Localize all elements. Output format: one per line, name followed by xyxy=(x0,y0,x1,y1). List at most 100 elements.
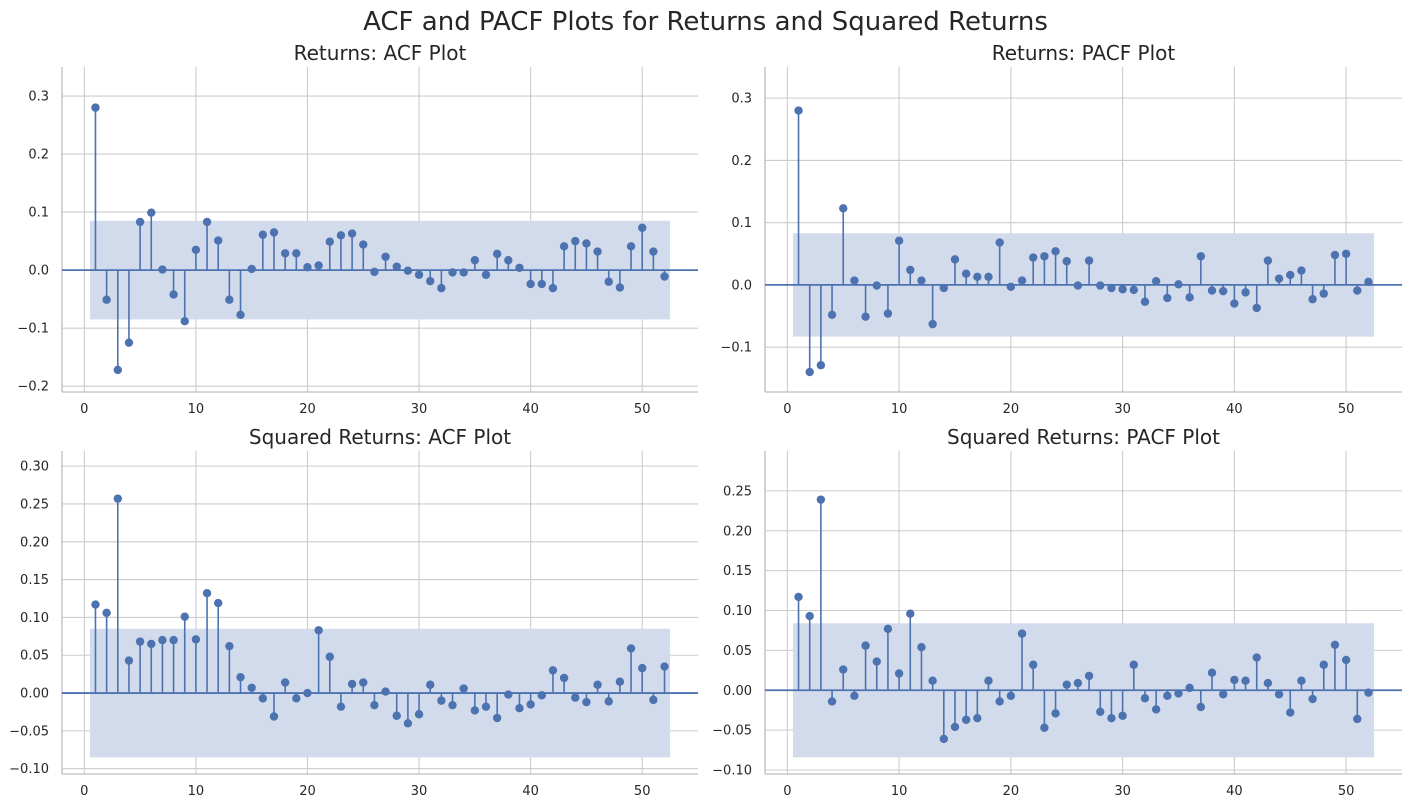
stem-marker-lag-42 xyxy=(548,283,558,293)
stem-marker-lag-10 xyxy=(191,245,201,255)
stem-marker-lag-26 xyxy=(370,267,379,277)
stem-marker-lag-14 xyxy=(939,734,949,744)
stem-marker-lag-35 xyxy=(1174,280,1183,289)
stem-marker-lag-30 xyxy=(1118,711,1127,720)
stem-marker-lag-20 xyxy=(303,263,312,272)
stem-marker-lag-28 xyxy=(392,262,401,271)
y-tick-label: 0.1 xyxy=(28,206,49,221)
stem-marker-lag-48 xyxy=(615,677,625,686)
x-tick-label: 30 xyxy=(411,402,428,417)
y-tick-label: 0.25 xyxy=(723,484,752,499)
stem-marker-lag-38 xyxy=(1207,286,1217,295)
stem-marker-lag-29 xyxy=(403,266,413,275)
stem-marker-lag-11 xyxy=(202,217,212,227)
stem-marker-lag-6 xyxy=(850,691,859,701)
stem-marker-lag-52 xyxy=(660,272,669,281)
y-tick-label: −0.10 xyxy=(712,764,752,779)
stem-marker-lag-12 xyxy=(917,642,926,652)
stem-marker-lag-24 xyxy=(347,229,357,238)
stem-marker-lag-8 xyxy=(169,635,178,645)
stem-marker-lag-49 xyxy=(626,644,636,653)
stem-marker-lag-4 xyxy=(124,656,134,665)
stem-marker-lag-18 xyxy=(984,272,993,282)
stem-marker-lag-28 xyxy=(1096,707,1105,716)
stem-marker-lag-33 xyxy=(1151,705,1161,714)
stem-marker-lag-41 xyxy=(537,691,546,700)
figure-title: ACF and PACF Plots for Returns and Squar… xyxy=(363,7,1048,37)
stem-marker-lag-34 xyxy=(459,268,468,277)
stem-marker-lag-33 xyxy=(448,700,457,710)
stem-marker-lag-50 xyxy=(638,223,647,232)
x-tick-label: 30 xyxy=(1114,784,1131,799)
stem-marker-lag-30 xyxy=(1118,285,1127,294)
stem-marker-lag-4 xyxy=(827,310,837,319)
stem-marker-lag-39 xyxy=(515,263,524,273)
stem-marker-lag-16 xyxy=(258,694,268,703)
stem-marker-lag-46 xyxy=(593,247,602,256)
x-tick-label: 20 xyxy=(1003,784,1020,799)
stem-marker-lag-21 xyxy=(314,626,323,635)
stem-marker-lag-9 xyxy=(883,624,893,634)
x-tick-label: 50 xyxy=(1338,784,1355,799)
stem-marker-lag-6 xyxy=(850,276,859,285)
stem-marker-lag-33 xyxy=(448,268,457,277)
stem-marker-lag-9 xyxy=(180,612,189,621)
panel-title: Returns: ACF Plot xyxy=(294,41,467,65)
stem-marker-lag-36 xyxy=(481,702,491,711)
stem-marker-lag-13 xyxy=(928,676,937,685)
stem-marker-lag-26 xyxy=(1073,281,1083,290)
y-tick-label: 0.2 xyxy=(731,154,752,169)
stem-marker-lag-3 xyxy=(113,494,122,503)
stem-marker-lag-31 xyxy=(1129,660,1138,669)
stem-marker-lag-32 xyxy=(1140,694,1150,703)
stem-marker-lag-16 xyxy=(258,230,268,239)
stem-marker-lag-43 xyxy=(559,242,569,251)
stem-marker-lag-50 xyxy=(1341,249,1351,258)
stem-marker-lag-50 xyxy=(1341,655,1351,665)
stem-marker-lag-21 xyxy=(1017,276,1027,285)
y-tick-label: −0.10 xyxy=(9,762,49,777)
stem-marker-lag-13 xyxy=(928,319,937,329)
stem-marker-lag-28 xyxy=(1096,281,1105,290)
stem-marker-lag-42 xyxy=(1252,303,1261,313)
stem-marker-lag-47 xyxy=(604,697,613,706)
stem-marker-lag-41 xyxy=(1241,676,1250,685)
stem-marker-lag-9 xyxy=(883,309,893,318)
x-tick-label: 10 xyxy=(188,784,205,799)
stem-marker-lag-27 xyxy=(1084,671,1094,681)
stem-marker-lag-38 xyxy=(504,256,513,265)
stem-marker-lag-26 xyxy=(370,700,379,710)
y-tick-label: 0.0 xyxy=(28,264,49,279)
y-tick-label: 0.2 xyxy=(28,148,49,163)
stem-marker-lag-5 xyxy=(135,217,145,227)
stem-marker-lag-22 xyxy=(325,652,334,661)
stem-marker-lag-27 xyxy=(381,252,390,261)
x-tick-label: 10 xyxy=(891,784,908,799)
y-tick-label: 0.25 xyxy=(20,497,49,512)
stem-marker-lag-25 xyxy=(359,678,368,687)
stem-marker-lag-23 xyxy=(336,702,346,711)
stem-marker-lag-11 xyxy=(906,265,915,275)
y-tick-label: −0.05 xyxy=(9,724,49,739)
stem-marker-lag-27 xyxy=(381,687,390,696)
x-tick-label: 50 xyxy=(634,402,651,417)
stem-marker-lag-9 xyxy=(180,316,189,326)
stem-marker-lag-36 xyxy=(481,270,491,279)
chart-panel-3: 0 10 20 30 40 50 −0.10 −0.05 0.00 0.05 0.10 0.15 0.2… xyxy=(9,425,698,799)
stem-marker-lag-24 xyxy=(347,679,357,689)
stem-marker-lag-51 xyxy=(649,247,658,256)
stem-marker-lag-49 xyxy=(626,242,636,251)
stem-marker-lag-36 xyxy=(1185,683,1194,693)
stem-marker-lag-19 xyxy=(995,697,1004,706)
stem-marker-lag-37 xyxy=(1196,252,1206,261)
y-tick-label: −0.1 xyxy=(720,341,752,356)
x-tick-label: 40 xyxy=(522,402,539,417)
stem-marker-lag-17 xyxy=(269,712,279,721)
stem-marker-lag-15 xyxy=(247,264,256,274)
stem-marker-lag-23 xyxy=(336,231,346,240)
stem-marker-lag-15 xyxy=(950,722,960,732)
y-tick-label: 0.10 xyxy=(723,604,752,619)
stem-marker-lag-18 xyxy=(280,678,290,687)
x-tick-label: 0 xyxy=(783,784,791,799)
y-tick-label: 0.3 xyxy=(28,90,49,105)
